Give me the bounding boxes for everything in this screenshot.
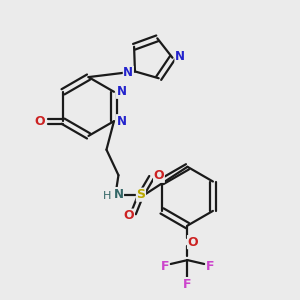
Text: N: N — [116, 115, 127, 128]
Text: F: F — [206, 260, 214, 273]
Text: O: O — [124, 209, 134, 222]
Text: F: F — [160, 260, 169, 273]
Text: F: F — [183, 278, 192, 291]
Text: S: S — [136, 188, 146, 201]
Text: H: H — [103, 191, 111, 201]
Text: O: O — [34, 115, 45, 128]
Text: N: N — [175, 50, 185, 63]
Text: N: N — [113, 188, 124, 201]
Text: N: N — [123, 66, 134, 80]
Text: O: O — [188, 236, 198, 249]
Text: O: O — [154, 169, 164, 182]
Text: N: N — [116, 85, 127, 98]
